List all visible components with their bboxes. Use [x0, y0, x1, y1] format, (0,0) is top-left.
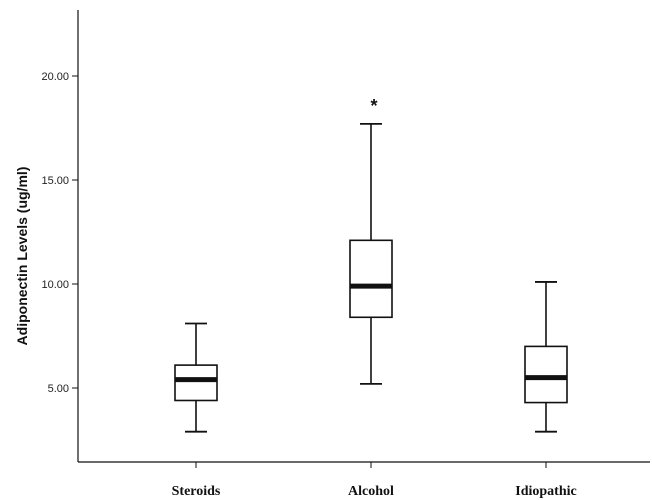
y-tick-label: 5.00 — [48, 383, 69, 395]
x-ticks: Steroids Alcohol Idiopathic — [172, 462, 577, 499]
y-tick-label: 10.00 — [41, 279, 69, 291]
y-axis-title: Adiponectin Levels (ug/ml) — [14, 167, 30, 346]
box-group-idiopathic — [524, 281, 568, 433]
box-group-steroids — [174, 322, 218, 433]
y-tick-label: 20.00 — [41, 71, 69, 83]
x-category-label: Steroids — [172, 484, 221, 499]
iqr-box — [524, 345, 568, 404]
iqr-box — [174, 364, 218, 402]
boxes: * — [174, 96, 568, 433]
y-tick-label: 15.00 — [41, 175, 69, 187]
x-category-label: Idiopathic — [515, 484, 576, 499]
box-group-alcohol — [349, 122, 393, 385]
y-ticks: 5.00 10.00 15.00 20.00 — [41, 71, 78, 395]
iqr-box — [349, 239, 393, 319]
x-category-label: Alcohol — [348, 484, 394, 499]
significance-asterisk: * — [370, 96, 377, 116]
